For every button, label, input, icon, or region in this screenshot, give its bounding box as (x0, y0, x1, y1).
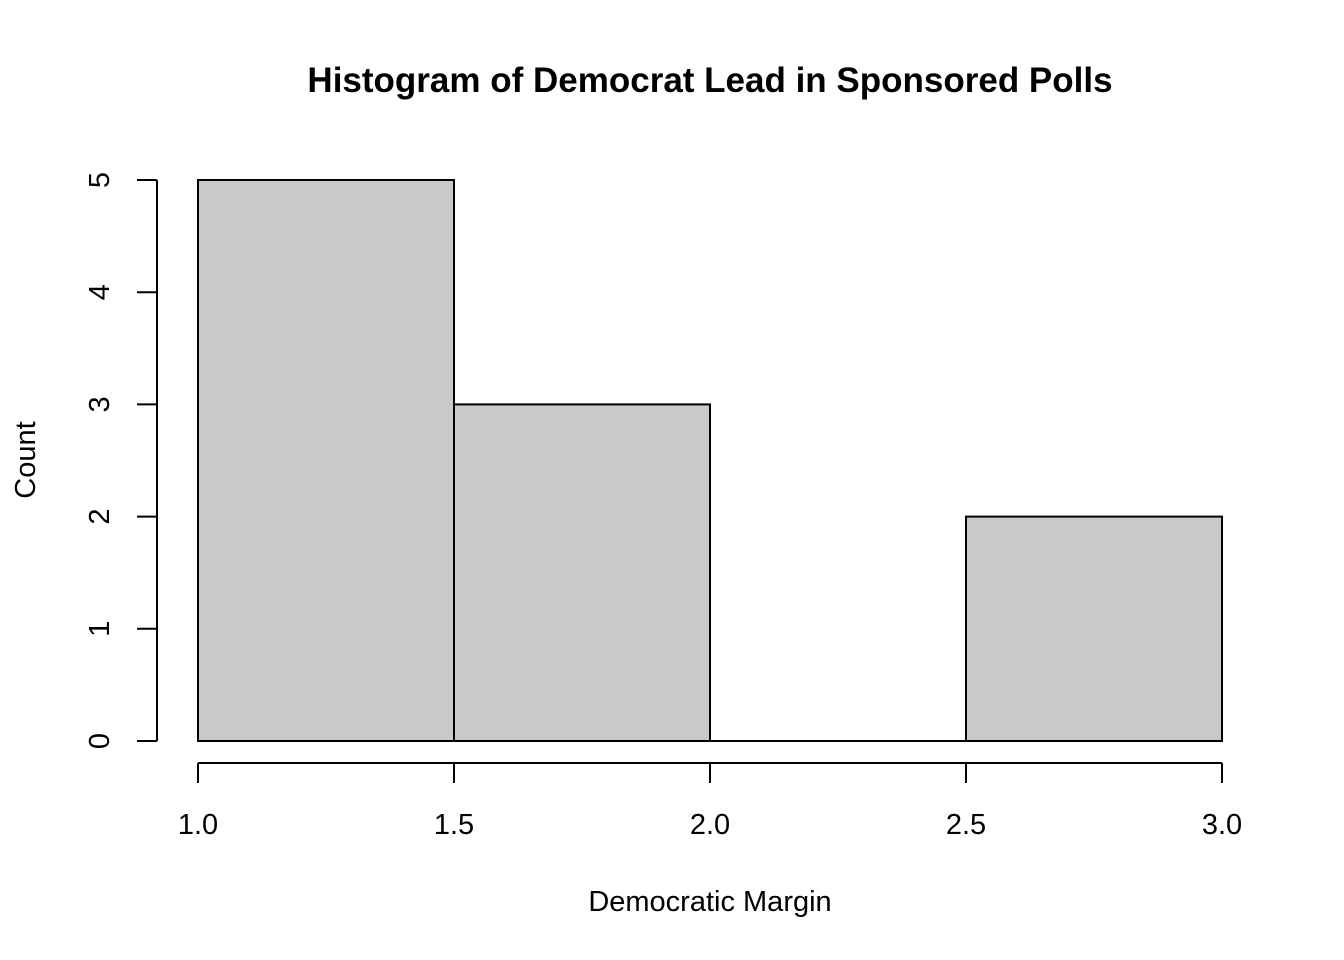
bars-group (197, 179, 1223, 742)
y-tick-label: 1 (84, 621, 116, 637)
histogram-bar (197, 179, 455, 742)
histogram-bar (453, 403, 711, 742)
histogram-bar (965, 515, 1223, 742)
x-axis: 1.0 1.5 2.0 2.5 3.0 (178, 762, 1242, 841)
y-tick-label: 2 (84, 509, 116, 525)
chart-title: Histogram of Democrat Lead in Sponsored … (307, 61, 1112, 100)
x-tick-label: 1.0 (178, 809, 218, 841)
x-tick-label: 3.0 (1202, 809, 1242, 841)
y-tick-label: 3 (84, 396, 116, 412)
y-tick-label: 0 (84, 733, 116, 749)
y-axis-label: Count (10, 421, 42, 498)
x-tick-label: 1.5 (434, 809, 474, 841)
y-tick-label: 4 (84, 284, 116, 300)
x-tick-label: 2.0 (690, 809, 730, 841)
x-tick-label: 2.5 (946, 809, 986, 841)
x-axis-label: Democratic Margin (588, 886, 831, 918)
y-tick-label: 5 (84, 172, 116, 188)
y-axis: 0 1 2 3 4 5 (84, 172, 158, 749)
